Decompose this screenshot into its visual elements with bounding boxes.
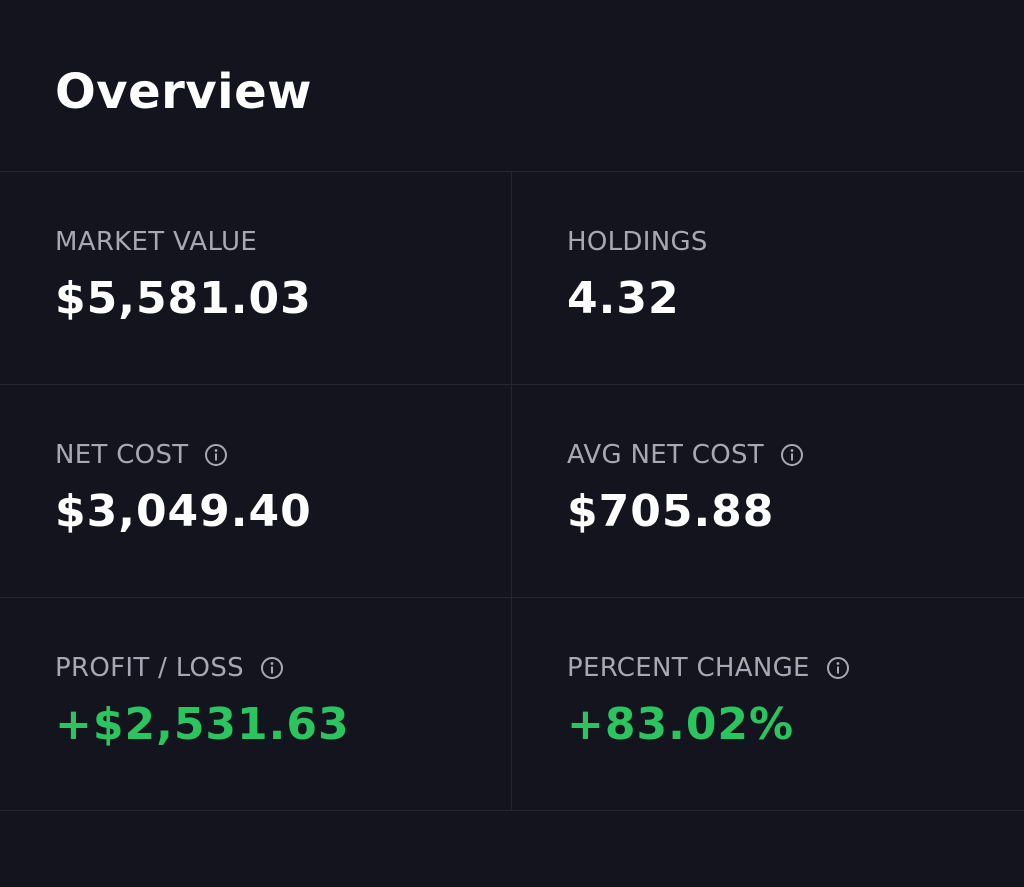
stat-avg-net-cost: AVG NET COST $705.88 <box>512 385 1024 598</box>
market-value-amount: $5,581.03 <box>55 273 312 324</box>
stat-market-value: MARKET VALUE $5,581.03 <box>0 172 512 385</box>
info-icon[interactable] <box>826 656 850 680</box>
stat-label-row: PROFIT / LOSS <box>55 652 284 684</box>
stat-holdings: HOLDINGS 4.32 <box>512 172 1024 385</box>
stat-label-row: HOLDINGS <box>567 226 708 258</box>
stat-percent-change: PERCENT CHANGE +83.02% <box>512 598 1024 811</box>
page-title: Overview <box>55 64 312 120</box>
avg-net-cost-amount: $705.88 <box>567 486 775 537</box>
stat-profit-loss: PROFIT / LOSS +$2,531.63 <box>0 598 512 811</box>
info-icon[interactable] <box>780 443 804 467</box>
profit-loss-amount: +$2,531.63 <box>55 699 350 750</box>
info-icon[interactable] <box>204 443 228 467</box>
holdings-amount: 4.32 <box>567 273 680 324</box>
stats-grid: MARKET VALUE $5,581.03 HOLDINGS 4.32 NET… <box>0 172 1024 811</box>
percent-change-amount: +83.02% <box>567 699 795 750</box>
stat-label-row: AVG NET COST <box>567 439 804 471</box>
net-cost-amount: $3,049.40 <box>55 486 312 537</box>
overview-header: Overview <box>0 0 1024 172</box>
stat-net-cost: NET COST $3,049.40 <box>0 385 512 598</box>
profit-loss-label: PROFIT / LOSS <box>55 653 244 683</box>
net-cost-label: NET COST <box>55 440 189 470</box>
avg-net-cost-label: AVG NET COST <box>567 440 764 470</box>
info-icon[interactable] <box>260 656 284 680</box>
stat-label-row: NET COST <box>55 439 228 471</box>
market-value-label: MARKET VALUE <box>55 227 258 257</box>
stat-label-row: PERCENT CHANGE <box>567 652 850 684</box>
percent-change-label: PERCENT CHANGE <box>567 653 810 683</box>
holdings-label: HOLDINGS <box>567 227 708 257</box>
stat-label-row: MARKET VALUE <box>55 226 257 258</box>
